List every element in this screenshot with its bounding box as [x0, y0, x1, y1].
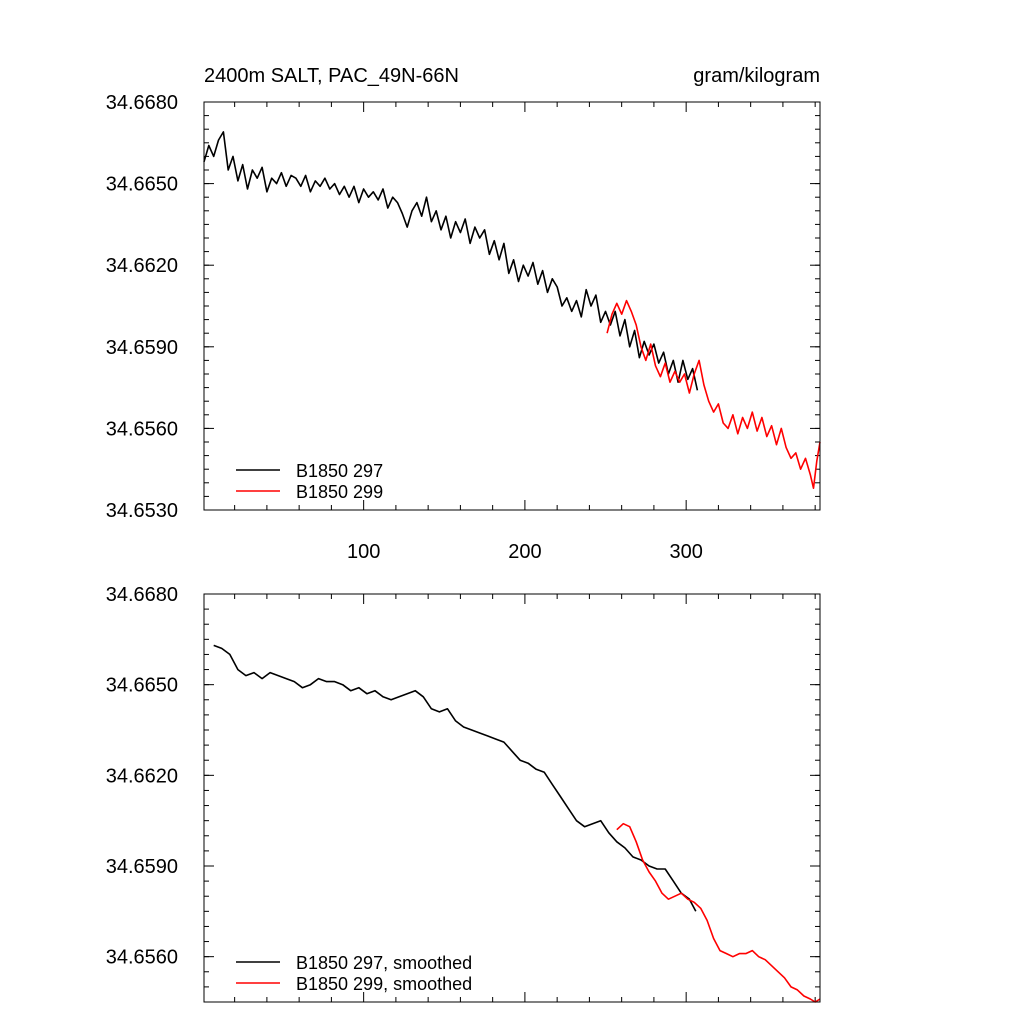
y-tick-label: 34.6530 — [106, 500, 178, 522]
bottom-panel-frame — [203, 593, 821, 1003]
top-panel-series — [203, 131, 821, 489]
y-tick-label: 34.6650 — [106, 174, 178, 196]
top-panel-frame — [203, 101, 821, 511]
top-panel: 2400m SALT, PAC_49N-66N gram/kilogram 34… — [106, 65, 821, 563]
bottom-panel: 34.6560 34.6590 34.6620 34.6650 34.6680 B185… — [106, 584, 821, 1003]
series-line-b1850-297-smoothed — [213, 644, 697, 912]
top-panel-ticks: 34.6530 34.6560 34.6590 34.6620 34.6650 34.66… — [106, 92, 820, 563]
y-tick-label: 34.6590 — [106, 337, 178, 359]
legend-label-b1850-299: B1850 299 — [296, 482, 383, 502]
series-line-b1850-299 — [606, 299, 821, 489]
x-tick-label: 200 — [508, 541, 541, 563]
series-line-b1850-299-smoothed — [616, 822, 821, 1003]
y-tick-label: 34.6650 — [106, 675, 178, 697]
legend-label-b1850-297: B1850 297 — [296, 461, 383, 481]
panel-title: 2400m SALT, PAC_49N-66N — [204, 65, 459, 87]
series-line-b1850-297 — [203, 131, 699, 391]
x-tick-label: 100 — [347, 541, 380, 563]
y-tick-label: 34.6680 — [106, 92, 178, 114]
y-tick-label: 34.6590 — [106, 856, 178, 878]
y-tick-label: 34.6560 — [106, 947, 178, 969]
bottom-panel-ticks: 34.6560 34.6590 34.6620 34.6650 34.6680 — [106, 584, 820, 1003]
legend-label-b1850-299-smoothed: B1850 299, smoothed — [296, 974, 472, 994]
y-tick-label: 34.6680 — [106, 584, 178, 606]
units-label: gram/kilogram — [693, 65, 820, 87]
x-tick-label: 300 — [669, 541, 702, 563]
bottom-panel-series — [213, 644, 821, 1003]
legend-label-b1850-297-smoothed: B1850 297, smoothed — [296, 953, 472, 973]
top-panel-legend: B1850 297 B1850 299 — [236, 461, 383, 502]
y-tick-label: 34.6560 — [106, 418, 178, 440]
bottom-panel-legend: B1850 297, smoothed B1850 299, smoothed — [236, 953, 472, 994]
y-tick-label: 34.6620 — [106, 765, 178, 787]
y-tick-label: 34.6620 — [106, 255, 178, 277]
